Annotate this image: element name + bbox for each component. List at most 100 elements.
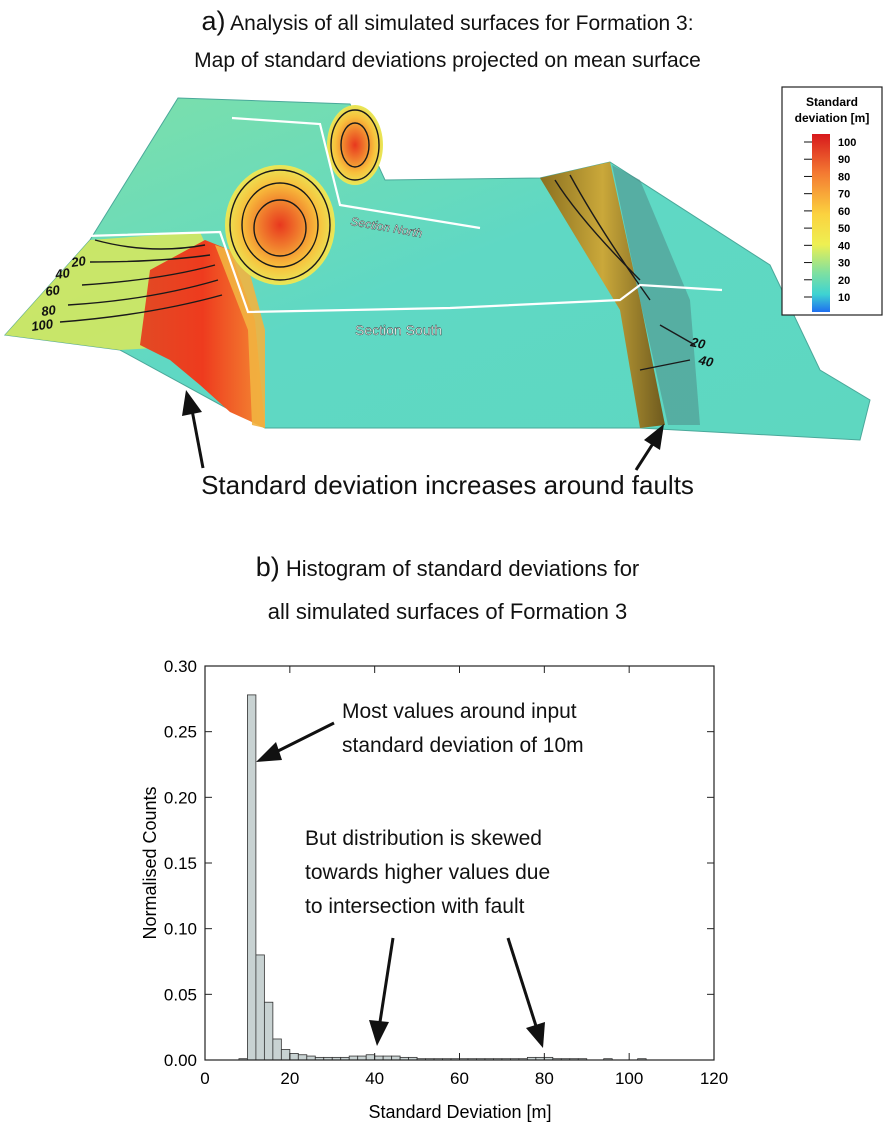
x-tick-label: 100	[615, 1069, 643, 1088]
colorbar-tick-label: 60	[838, 206, 850, 218]
histogram-bar	[603, 1058, 613, 1061]
histogram-bar	[306, 1055, 316, 1061]
histogram-bar	[484, 1058, 494, 1061]
histogram-bar	[501, 1058, 511, 1061]
histogram-bar	[238, 1058, 248, 1061]
colorbar-title-line2: deviation [m]	[795, 111, 870, 125]
contour-label-left-100: 100	[30, 316, 54, 334]
histogram-bar	[416, 1058, 426, 1061]
histogram-bar	[518, 1058, 528, 1061]
panel-b-title-line1: b) Histogram of standard deviations for	[0, 552, 895, 584]
histogram-bar	[323, 1056, 333, 1061]
histogram-bar	[331, 1056, 342, 1061]
arrow-to-40	[378, 937, 395, 1023]
section-north-line	[231, 116, 481, 230]
histogram-bar	[340, 1056, 350, 1061]
x-tick-label: 80	[535, 1069, 554, 1088]
colorbar-tick-label: 20	[838, 275, 850, 287]
contour-label-right-20: 20	[688, 334, 707, 352]
histogram-bar	[509, 1058, 520, 1061]
colorbar-tick-label: 30	[838, 258, 850, 270]
histogram-bar	[450, 1058, 460, 1061]
histogram-bar	[272, 1038, 282, 1061]
y-tick-label: 0.30	[164, 657, 197, 676]
panel-b-title-text: Histogram of standard deviations for	[285, 556, 640, 581]
annotation-most-line2: standard deviation of 10m	[342, 734, 584, 757]
y-tick-label: 0.15	[164, 854, 197, 873]
contour-label-left-80: 80	[40, 302, 57, 319]
histogram-bar	[399, 1056, 410, 1061]
histogram-bar	[289, 1053, 299, 1061]
y-axis-label: Normalised Counts	[140, 786, 160, 939]
arrow-left-fault	[190, 409, 205, 469]
histogram-bar	[552, 1058, 562, 1061]
contour-label-left-40: 40	[53, 265, 71, 282]
histogram-bar	[357, 1055, 367, 1061]
y-tick-label: 0.25	[164, 723, 197, 742]
colorbar: Standard deviation [m] 100 90 80 70 60 50 40 30…	[781, 86, 883, 316]
panel-a-title-line1: a) Analysis of all simulated surfaces fo…	[0, 6, 895, 39]
histogram-bar	[493, 1058, 503, 1061]
histogram-bar	[637, 1058, 647, 1061]
colorbar-tick-label: 80	[838, 171, 850, 183]
surface-map: Section North Section South 20 40 60 80 …	[3, 86, 883, 471]
histogram-bar	[297, 1054, 308, 1061]
y-tick-label: 0.10	[164, 920, 197, 939]
x-tick-label: 60	[450, 1069, 469, 1088]
annotation-skew-line1: But distribution is skewed	[305, 827, 542, 850]
annotation-skew-line2: towards higher values due	[305, 861, 550, 884]
panel-a-letter: a)	[201, 6, 226, 36]
histogram-bar	[365, 1054, 376, 1061]
histogram-bar	[255, 954, 265, 1061]
top-blob	[327, 105, 383, 185]
histogram-bar	[263, 1001, 274, 1061]
histogram-bar	[433, 1058, 443, 1061]
histogram-bar	[543, 1056, 554, 1061]
colorbar-tick-label: 100	[838, 137, 856, 149]
colorbar-title-line1: Standard	[806, 95, 858, 109]
panel-b-letter: b)	[255, 552, 280, 582]
colorbar-tick-label: 50	[838, 223, 850, 235]
right-fault-zone	[540, 162, 665, 428]
histogram-bar	[391, 1055, 401, 1061]
histogram-bar	[577, 1058, 588, 1061]
x-tick-label: 20	[280, 1069, 299, 1088]
contour-label-left-20: 20	[69, 253, 87, 270]
panel-a-title-text: Analysis of all simulated surfaces for F…	[230, 12, 694, 35]
x-tick-label: 0	[200, 1069, 209, 1088]
colorbar-tick-label: 90	[838, 154, 850, 166]
histogram-bar	[467, 1058, 477, 1061]
x-axis-label: Standard Deviation [m]	[368, 1102, 551, 1122]
plot-frame	[204, 665, 715, 1061]
annotation-skew-line3: to intersection with fault	[305, 895, 525, 918]
annotation-most-line1: Most values around input	[342, 700, 577, 723]
section-south-line	[84, 230, 723, 314]
histogram-bar	[348, 1055, 359, 1061]
histogram-bar	[535, 1056, 545, 1061]
y-tick-label: 0.20	[164, 788, 197, 807]
histogram-bar	[382, 1055, 393, 1061]
section-south-label: Section South	[355, 322, 442, 338]
histogram-bar	[476, 1058, 486, 1061]
histogram-bar	[374, 1055, 384, 1061]
fault-annotation: Standard deviation increases around faul…	[201, 470, 694, 500]
arrow-to-80	[506, 937, 538, 1027]
colorbar-tick-label: 70	[838, 189, 850, 201]
histogram-bar	[425, 1058, 435, 1061]
contour-label-right-40: 40	[696, 352, 715, 370]
y-tick-label: 0.05	[164, 985, 197, 1004]
x-tick-label: 120	[700, 1069, 728, 1088]
colorbar-tick-label: 40	[838, 240, 850, 252]
histogram-bar	[560, 1058, 571, 1061]
histogram-bar	[526, 1056, 537, 1061]
panel-a-title-line2: Map of standard deviations projected on …	[194, 49, 701, 72]
histogram-bar	[408, 1056, 418, 1061]
panel-b-title-line2: all simulated surfaces of Formation 3	[267, 599, 628, 624]
x-tick-label: 40	[365, 1069, 384, 1088]
arrow-to-peak	[275, 721, 335, 754]
histogram-bar	[459, 1058, 469, 1061]
histogram-bar	[442, 1058, 452, 1061]
colorbar-gradient	[812, 134, 830, 312]
histogram-bar	[247, 694, 257, 1061]
contour-label-left-60: 60	[44, 282, 61, 299]
